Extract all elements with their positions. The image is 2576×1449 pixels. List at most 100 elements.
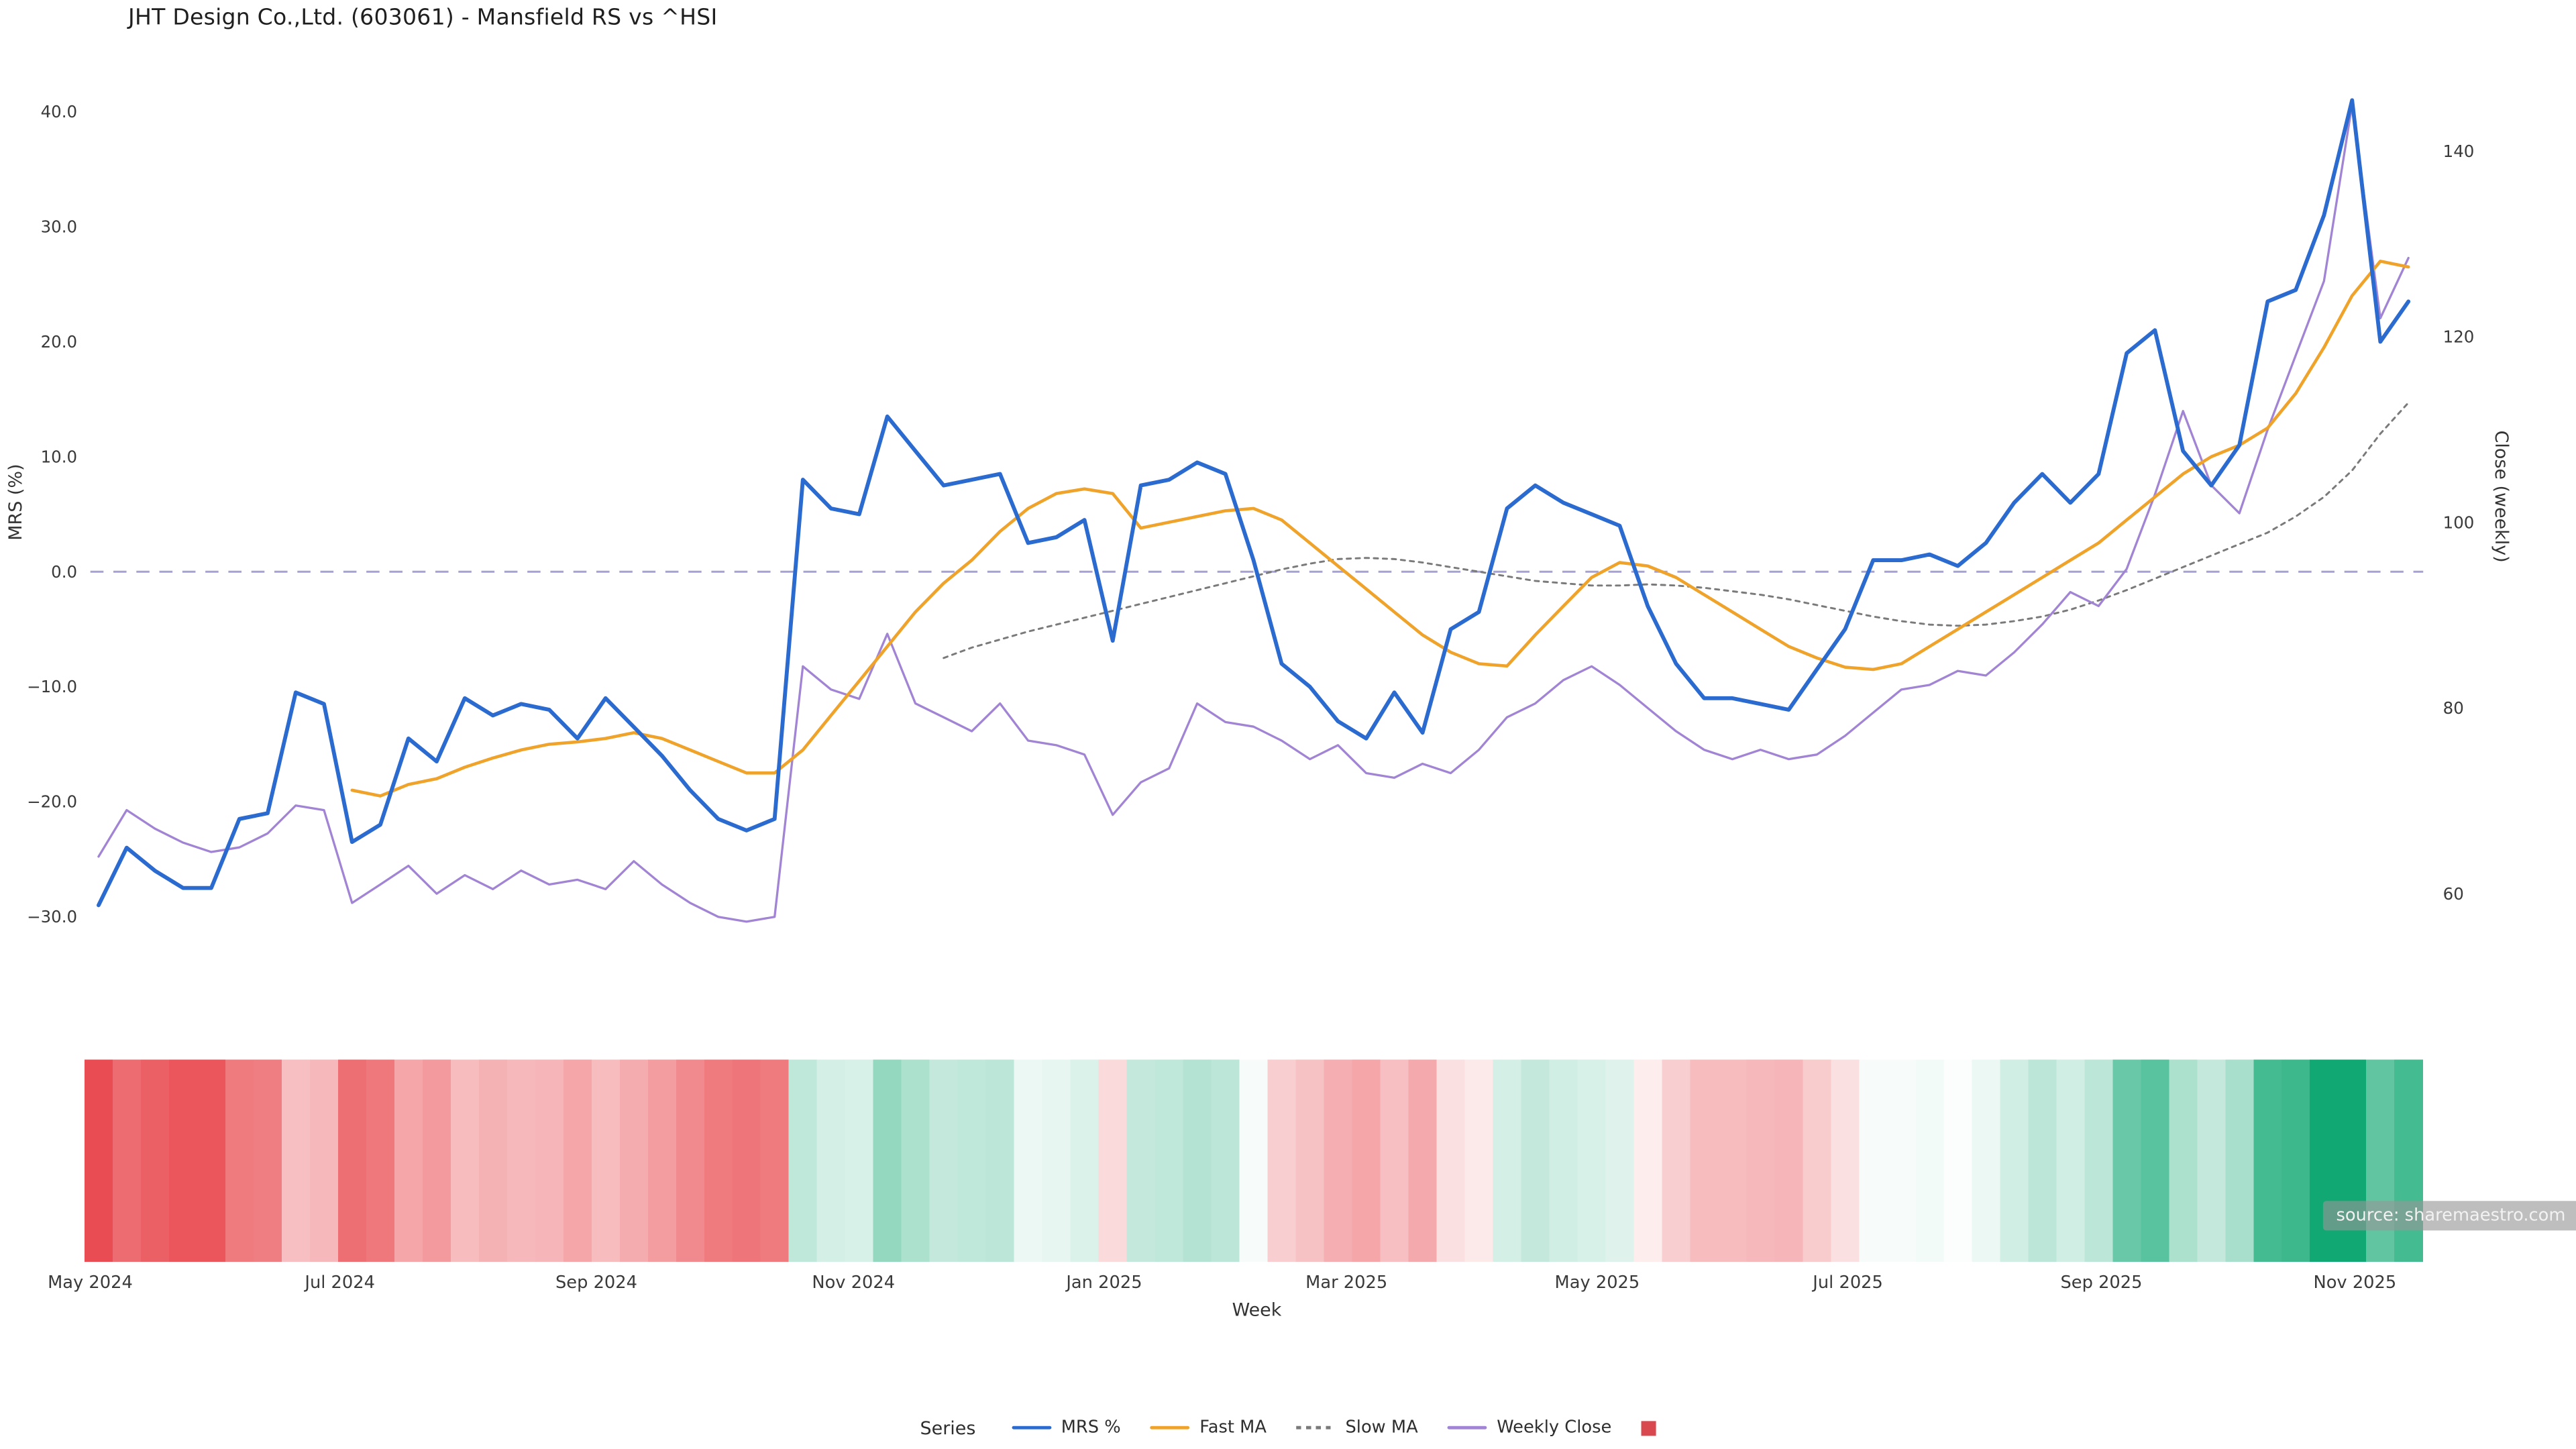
page-title: JHT Design Co.,Ltd. (603061) - Mansfield… bbox=[128, 5, 718, 32]
legend-item-weekly-close: Weekly Close bbox=[1447, 1417, 1612, 1438]
legend-label-mrs: MRS % bbox=[1061, 1417, 1121, 1438]
heatmap-cell bbox=[337, 1059, 367, 1262]
y-axis-label-right: Close (weekly) bbox=[2491, 431, 2512, 563]
legend-item-heatmap bbox=[1641, 1420, 1656, 1436]
heatmap-cell bbox=[1042, 1059, 1071, 1262]
heatmap-cell bbox=[450, 1059, 480, 1262]
heatmap-cell bbox=[2366, 1059, 2396, 1262]
mrs-line bbox=[97, 98, 2411, 908]
heatmap-cell bbox=[478, 1059, 508, 1262]
heatmap-cell bbox=[1098, 1059, 1128, 1262]
heatmap-cell bbox=[253, 1059, 282, 1262]
heatmap-cell bbox=[788, 1059, 818, 1262]
x-tick-label: Mar 2025 bbox=[1305, 1273, 1387, 1293]
heatmap-cell bbox=[2394, 1059, 2424, 1262]
heatmap-cell bbox=[732, 1059, 761, 1262]
y-axis-label-left: MRS (%) bbox=[5, 464, 26, 541]
legend-swatch-weekly-close bbox=[1447, 1425, 1487, 1430]
legend-title: Series bbox=[920, 1417, 976, 1439]
legend-item-slow-ma: Slow MA bbox=[1296, 1417, 1418, 1438]
y-tick-label-left: −20.0 bbox=[27, 792, 77, 812]
heatmap-cell bbox=[1324, 1059, 1353, 1262]
heatmap-cell bbox=[2197, 1059, 2226, 1262]
x-tick-label: Jan 2025 bbox=[1065, 1273, 1142, 1293]
heatmap-cell bbox=[760, 1059, 790, 1262]
x-tick-label: Jul 2025 bbox=[1811, 1273, 1883, 1293]
legend: Series MRS % Fast MA Slow MA Weekly Close bbox=[0, 1409, 2576, 1446]
heatmap-cell bbox=[1577, 1059, 1607, 1262]
heatmap-cell bbox=[1718, 1059, 1748, 1262]
y-tick-label-right: 140 bbox=[2443, 142, 2475, 161]
heatmap-cell bbox=[901, 1059, 930, 1262]
heatmap-cell bbox=[1915, 1059, 1945, 1262]
heatmap-cell bbox=[394, 1059, 423, 1262]
axis-ticks-layer: 40.0 30.0 20.0 10.0 0.0 −10.0 −20.0 −30.0 140 120… bbox=[27, 102, 2474, 1293]
x-tick-label: May 2024 bbox=[48, 1273, 133, 1293]
legend-swatch-slow-ma bbox=[1296, 1426, 1336, 1430]
heatmap-cell bbox=[1014, 1059, 1043, 1262]
heatmap-cell bbox=[619, 1059, 649, 1262]
x-tick-label: Nov 2025 bbox=[2313, 1273, 2396, 1293]
heatmap-cell bbox=[197, 1059, 226, 1262]
heatmap-cell bbox=[1380, 1059, 1409, 1262]
heatmap-cell bbox=[1521, 1059, 1550, 1262]
y-tick-label-left: 10.0 bbox=[41, 447, 77, 466]
heatmap-cell bbox=[563, 1059, 592, 1262]
series-layer bbox=[97, 98, 2411, 923]
x-tick-label: Sep 2024 bbox=[555, 1273, 637, 1293]
heatmap-cell bbox=[2282, 1059, 2311, 1262]
heatmap-cell bbox=[1211, 1059, 1240, 1262]
y-tick-label-left: 30.0 bbox=[41, 217, 77, 237]
heatmap-cell bbox=[676, 1059, 705, 1262]
y-tick-label-left: 40.0 bbox=[41, 102, 77, 121]
heatmap-cell bbox=[1126, 1059, 1156, 1262]
legend-item-mrs: MRS % bbox=[1012, 1417, 1121, 1438]
heatmap-cell bbox=[506, 1059, 536, 1262]
x-tick-label: May 2025 bbox=[1555, 1273, 1640, 1293]
y-tick-label-right: 80 bbox=[2443, 698, 2464, 718]
heatmap-cell bbox=[1352, 1059, 1381, 1262]
y-tick-label-right: 100 bbox=[2443, 513, 2475, 532]
heatmap-cell bbox=[1746, 1059, 1776, 1262]
legend-swatch-mrs bbox=[1012, 1425, 1052, 1430]
heatmap-cell bbox=[1267, 1059, 1297, 1262]
heatmap-cell bbox=[1859, 1059, 1888, 1262]
heatmap-cell bbox=[2225, 1059, 2255, 1262]
heatmap-cell bbox=[309, 1059, 339, 1262]
weekly-close-line bbox=[97, 103, 2410, 923]
y-tick-label-left: −10.0 bbox=[27, 677, 77, 696]
heatmap-strip bbox=[84, 1059, 2424, 1262]
heatmap-cell bbox=[535, 1059, 564, 1262]
heatmap-cell bbox=[1690, 1059, 1719, 1262]
y-tick-label-left: −30.0 bbox=[27, 907, 77, 926]
heatmap-cell bbox=[168, 1059, 198, 1262]
heatmap-cell bbox=[1295, 1059, 1325, 1262]
legend-label-fast-ma: Fast MA bbox=[1199, 1417, 1267, 1438]
heatmap-cell bbox=[2112, 1059, 2142, 1262]
legend-item-fast-ma: Fast MA bbox=[1150, 1417, 1267, 1438]
heatmap-cell bbox=[1436, 1059, 1466, 1262]
heatmap-cell bbox=[1831, 1059, 1860, 1262]
heatmap-cell bbox=[704, 1059, 733, 1262]
heatmap-cell bbox=[873, 1059, 902, 1262]
heatmap-cell bbox=[2056, 1059, 2086, 1262]
x-tick-label: Nov 2024 bbox=[812, 1273, 895, 1293]
heatmap-cell bbox=[422, 1059, 451, 1262]
legend-label-weekly-close: Weekly Close bbox=[1497, 1417, 1612, 1438]
heatmap-cell bbox=[1183, 1059, 1212, 1262]
heatmap-cell bbox=[591, 1059, 621, 1262]
heatmap-cell bbox=[281, 1059, 311, 1262]
heatmap-cell bbox=[1155, 1059, 1184, 1262]
heatmap-cell bbox=[1972, 1059, 2001, 1262]
y-tick-label-right: 60 bbox=[2443, 884, 2464, 904]
x-axis-label: Week bbox=[1232, 1300, 1282, 1321]
heatmap-cell bbox=[647, 1059, 677, 1262]
heatmap-cell bbox=[1493, 1059, 1522, 1262]
heatmap-cell bbox=[2338, 1059, 2367, 1262]
heatmap-cell bbox=[1887, 1059, 1917, 1262]
heatmap-cell bbox=[816, 1059, 846, 1262]
heatmap-cell bbox=[1774, 1059, 1804, 1262]
heatmap-cell bbox=[366, 1059, 395, 1262]
heatmap-cell bbox=[1239, 1059, 1269, 1262]
